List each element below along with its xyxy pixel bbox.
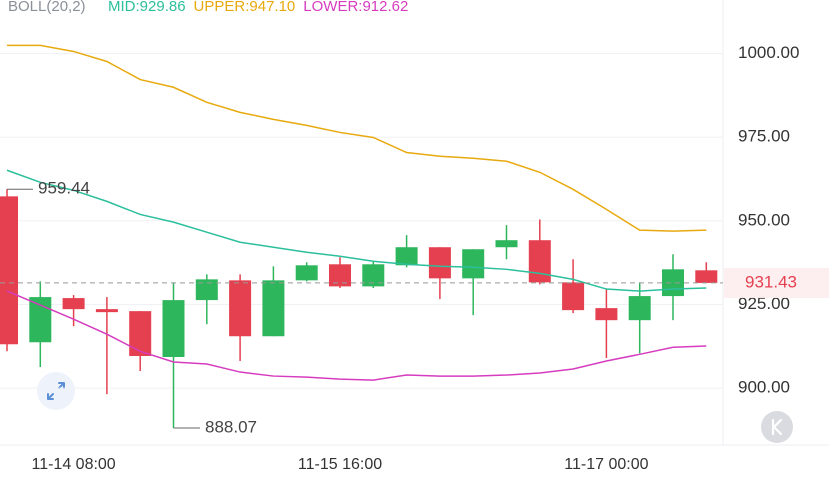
indicator-label: BOLL(20,2) — [8, 0, 86, 15]
candle-body — [528, 240, 551, 283]
candle-body — [62, 298, 85, 310]
candle-body — [329, 264, 351, 287]
candle-body — [229, 280, 252, 337]
x-tick-label: 11-15 16:00 — [298, 456, 382, 473]
y-tick-label: 975.00 — [738, 127, 790, 146]
band-line — [6, 290, 707, 381]
y-tick-label: 1000.00 — [738, 43, 799, 62]
candle-body — [695, 270, 718, 283]
candle-body — [628, 296, 651, 321]
candle-body — [129, 311, 152, 356]
candle-body — [562, 282, 585, 311]
y-tick-label: 925.00 — [738, 294, 790, 313]
candle-body — [595, 308, 618, 321]
y-tick-label: 950.00 — [738, 210, 790, 229]
band-line — [7, 44, 707, 232]
legend-entry: LOWER:912.62 — [303, 0, 408, 15]
k-button[interactable] — [761, 411, 793, 443]
y-tick-label: 900.00 — [738, 378, 790, 397]
candle-body — [29, 297, 52, 343]
band-line — [6, 169, 707, 292]
candle-body — [262, 280, 285, 337]
x-tick-label: 11-17 00:00 — [564, 456, 648, 473]
candle-body — [395, 247, 418, 266]
last-price-label: 931.43 — [745, 272, 797, 291]
candle-body — [0, 196, 18, 345]
candle-body — [462, 249, 485, 279]
min-annotation: 888.07 — [205, 418, 257, 437]
legend-entry: UPPER:947.10 — [194, 0, 296, 15]
x-tick-label: 11-14 08:00 — [31, 456, 115, 473]
candle-body — [662, 269, 684, 297]
candle-body — [495, 240, 518, 248]
candle-body — [195, 279, 218, 301]
legend-entry: MID:929.86 — [108, 0, 186, 15]
candle-body — [428, 247, 451, 279]
last-price-box — [724, 267, 829, 298]
candle-body — [95, 309, 118, 313]
candle-body — [162, 300, 185, 357]
candle-body — [362, 264, 385, 287]
expand-button[interactable] — [37, 372, 75, 410]
max-annotation: 959.44 — [38, 179, 90, 198]
candle-body — [295, 265, 318, 281]
